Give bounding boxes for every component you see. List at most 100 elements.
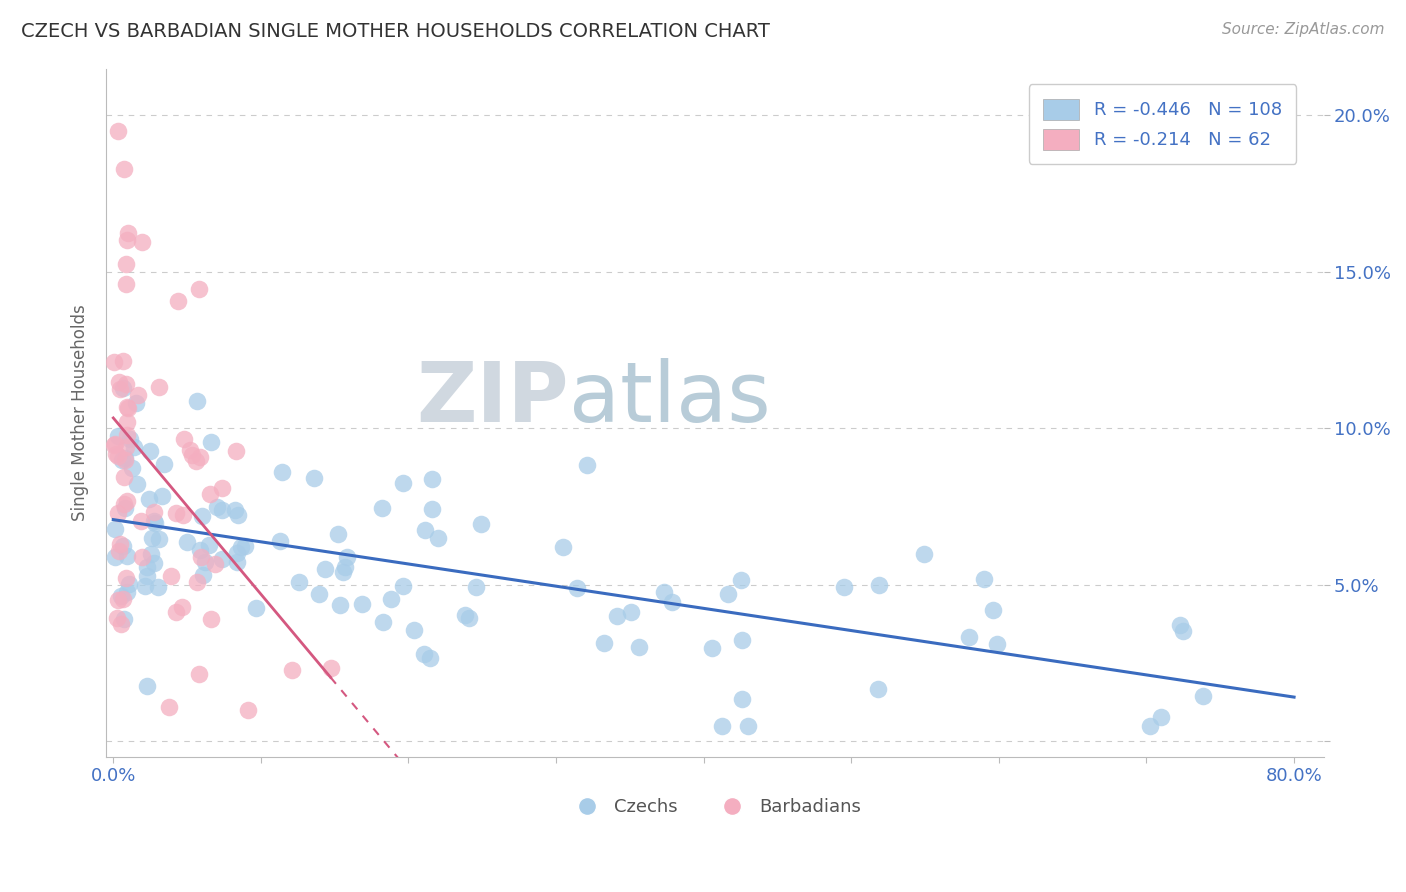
- Point: [326, 527, 349, 541]
- Point: [454, 608, 477, 623]
- Point: [107, 124, 129, 138]
- Point: [107, 450, 129, 464]
- Point: [235, 540, 257, 554]
- Y-axis label: Single Mother Households: Single Mother Households: [72, 304, 89, 521]
- Point: [136, 679, 159, 693]
- Point: [148, 379, 170, 393]
- Point: [224, 503, 246, 517]
- Point: [380, 591, 402, 606]
- Point: [110, 617, 132, 632]
- Point: [188, 450, 211, 465]
- Point: [226, 555, 249, 569]
- Point: [115, 277, 138, 292]
- Point: [700, 640, 723, 655]
- Point: [717, 587, 740, 601]
- Point: [112, 354, 135, 368]
- Point: [427, 531, 450, 545]
- Point: [200, 434, 222, 449]
- Point: [143, 505, 166, 519]
- Point: [288, 575, 311, 590]
- Point: [420, 472, 443, 486]
- Point: [200, 612, 222, 626]
- Point: [103, 438, 125, 452]
- Point: [281, 663, 304, 677]
- Point: [1150, 710, 1173, 724]
- Point: [180, 448, 202, 462]
- Text: Source: ZipAtlas.com: Source: ZipAtlas.com: [1222, 22, 1385, 37]
- Point: [143, 514, 166, 528]
- Point: [165, 507, 187, 521]
- Point: [592, 636, 614, 650]
- Point: [103, 355, 125, 369]
- Point: [226, 508, 249, 522]
- Point: [186, 575, 208, 590]
- Point: [412, 647, 434, 661]
- Point: [111, 452, 134, 467]
- Point: [737, 719, 759, 733]
- Point: [112, 612, 135, 626]
- Point: [157, 700, 180, 714]
- Point: [107, 593, 129, 607]
- Point: [271, 466, 294, 480]
- Point: [131, 550, 153, 565]
- Point: [190, 549, 212, 564]
- Point: [191, 568, 214, 582]
- Point: [115, 428, 138, 442]
- Point: [402, 623, 425, 637]
- Point: [111, 381, 134, 395]
- Point: [114, 470, 136, 484]
- Point: [115, 494, 138, 508]
- Point: [167, 294, 190, 309]
- Point: [730, 574, 752, 588]
- Legend: Czechs, Barbadians: Czechs, Barbadians: [561, 791, 868, 823]
- Point: [912, 547, 935, 561]
- Point: [125, 396, 148, 410]
- Point: [464, 580, 486, 594]
- Point: [108, 383, 131, 397]
- Point: [333, 560, 356, 574]
- Point: [606, 608, 628, 623]
- Point: [104, 522, 127, 536]
- Point: [115, 400, 138, 414]
- Text: ZIP: ZIP: [416, 359, 568, 440]
- Point: [141, 547, 163, 561]
- Point: [127, 388, 149, 402]
- Point: [141, 531, 163, 545]
- Point: [238, 703, 260, 717]
- Point: [118, 433, 141, 447]
- Point: [211, 552, 233, 566]
- Point: [148, 532, 170, 546]
- Point: [142, 557, 165, 571]
- Point: [731, 691, 754, 706]
- Point: [245, 601, 267, 615]
- Point: [138, 492, 160, 507]
- Point: [620, 605, 643, 619]
- Point: [186, 393, 208, 408]
- Point: [146, 580, 169, 594]
- Point: [172, 508, 194, 522]
- Point: [731, 633, 754, 648]
- Point: [139, 443, 162, 458]
- Point: [211, 503, 233, 517]
- Point: [179, 443, 201, 458]
- Point: [187, 282, 209, 296]
- Point: [104, 436, 127, 450]
- Point: [104, 447, 127, 461]
- Point: [565, 581, 588, 595]
- Point: [868, 578, 890, 592]
- Point: [371, 615, 394, 629]
- Point: [269, 533, 291, 548]
- Point: [131, 235, 153, 249]
- Point: [420, 501, 443, 516]
- Point: [205, 500, 228, 515]
- Point: [470, 516, 492, 531]
- Point: [110, 537, 132, 551]
- Point: [711, 719, 734, 733]
- Point: [114, 453, 136, 467]
- Point: [114, 500, 136, 515]
- Point: [458, 611, 481, 625]
- Point: [190, 543, 212, 558]
- Point: [302, 471, 325, 485]
- Point: [115, 233, 138, 247]
- Point: [194, 555, 217, 569]
